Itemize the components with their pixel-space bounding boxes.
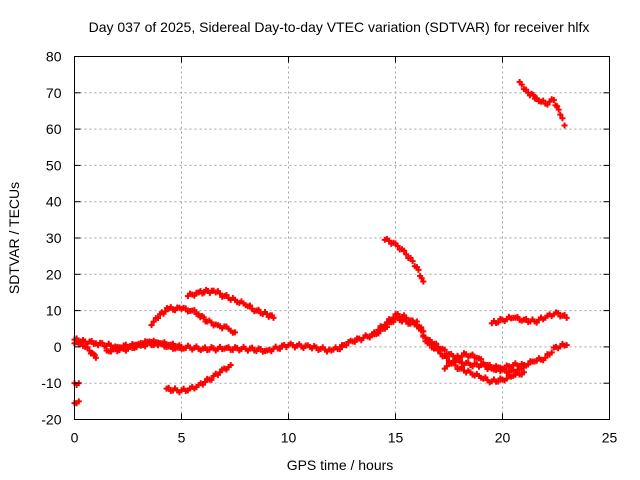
series-sat-k: [413, 318, 527, 386]
y-tick-label: -10: [41, 375, 61, 391]
chart-title: Day 037 of 2025, Sidereal Day-to-day VTE…: [89, 19, 590, 35]
y-tick-label: 80: [46, 49, 62, 65]
plot-frame: [74, 56, 610, 420]
x-tick-label: 25: [602, 430, 618, 446]
series-sat-g: [184, 286, 277, 321]
series-sat-e: [71, 398, 82, 407]
y-tick-label: 50: [46, 157, 62, 173]
series-sat-n: [488, 309, 570, 327]
series-sat-f: [148, 304, 238, 336]
y-tick-label: 70: [46, 85, 62, 101]
series-sat-l: [441, 350, 527, 376]
x-tick-label: 5: [178, 430, 186, 446]
y-axis-label: SDTVAR / TECUs: [6, 182, 22, 294]
series-sat-o: [516, 78, 568, 129]
y-tick-label: 10: [46, 303, 62, 319]
series-sat-h: [163, 362, 234, 396]
grid: [74, 56, 610, 420]
x-tick-label: 0: [71, 430, 79, 446]
series-sat-m: [381, 235, 427, 285]
plot-series: [71, 78, 570, 407]
y-tick-label: 60: [46, 121, 62, 137]
x-axis-label: GPS time / hours: [287, 457, 394, 473]
x-tick-label: 10: [281, 430, 297, 446]
tick-labels: 0 5 10 15 20 25 -20 -10 0 10 20 30 40 50 60 70 80: [41, 49, 617, 446]
y-tick-label: 0: [54, 339, 62, 355]
axis-ticks: [74, 56, 610, 420]
y-tick-label: 30: [46, 230, 62, 246]
series-sat-c: [103, 337, 185, 355]
y-tick-label: 20: [46, 266, 62, 282]
x-tick-label: 15: [388, 430, 404, 446]
series-sat-d: [71, 380, 82, 389]
x-tick-label: 20: [495, 430, 511, 446]
y-tick-label: 40: [46, 194, 62, 210]
y-tick-label: -20: [41, 412, 61, 428]
